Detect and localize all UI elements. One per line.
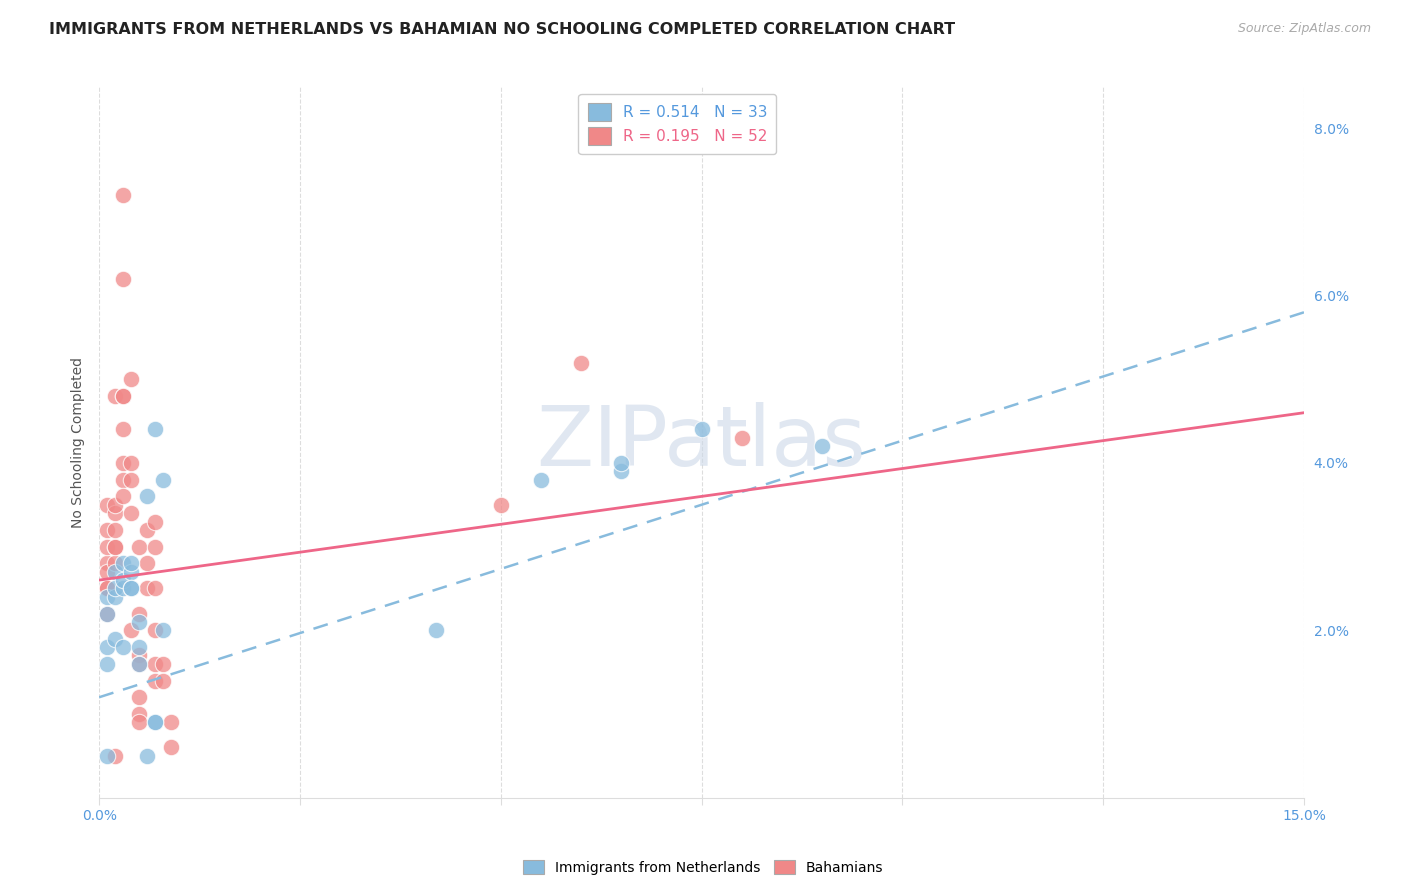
Point — [112, 422, 135, 436]
Point — [112, 456, 135, 470]
Point — [128, 540, 150, 554]
Point — [152, 624, 174, 638]
Point — [104, 590, 127, 604]
Point — [136, 490, 159, 504]
Point — [489, 498, 512, 512]
Point — [112, 272, 135, 286]
Legend: R = 0.514   N = 33, R = 0.195   N = 52: R = 0.514 N = 33, R = 0.195 N = 52 — [578, 94, 776, 153]
Point — [96, 640, 118, 654]
Point — [690, 422, 713, 436]
Point — [120, 624, 142, 638]
Point — [104, 523, 127, 537]
Point — [112, 473, 135, 487]
Point — [160, 715, 183, 730]
Point — [104, 498, 127, 512]
Point — [530, 473, 553, 487]
Point — [112, 389, 135, 403]
Point — [120, 582, 142, 596]
Point — [96, 498, 118, 512]
Point — [136, 582, 159, 596]
Point — [610, 464, 633, 478]
Y-axis label: No Schooling Completed: No Schooling Completed — [72, 357, 86, 527]
Legend: Immigrants from Netherlands, Bahamians: Immigrants from Netherlands, Bahamians — [517, 855, 889, 880]
Point — [96, 748, 118, 763]
Point — [143, 715, 166, 730]
Point — [128, 657, 150, 671]
Point — [112, 188, 135, 202]
Point — [143, 582, 166, 596]
Point — [731, 431, 754, 445]
Point — [96, 607, 118, 621]
Point — [128, 607, 150, 621]
Point — [143, 715, 166, 730]
Point — [112, 582, 135, 596]
Point — [120, 557, 142, 571]
Point — [96, 523, 118, 537]
Point — [128, 715, 150, 730]
Point — [143, 422, 166, 436]
Point — [143, 624, 166, 638]
Point — [104, 557, 127, 571]
Point — [143, 673, 166, 688]
Point — [112, 389, 135, 403]
Point — [120, 473, 142, 487]
Point — [104, 506, 127, 520]
Point — [143, 515, 166, 529]
Point — [112, 573, 135, 587]
Text: Source: ZipAtlas.com: Source: ZipAtlas.com — [1237, 22, 1371, 36]
Point — [128, 657, 150, 671]
Point — [160, 740, 183, 755]
Point — [425, 624, 447, 638]
Point — [610, 456, 633, 470]
Point — [104, 582, 127, 596]
Point — [120, 372, 142, 386]
Point — [143, 540, 166, 554]
Point — [128, 615, 150, 629]
Point — [128, 706, 150, 721]
Point — [104, 540, 127, 554]
Point — [112, 490, 135, 504]
Point — [112, 557, 135, 571]
Point — [96, 657, 118, 671]
Point — [120, 506, 142, 520]
Point — [569, 355, 592, 369]
Point — [96, 582, 118, 596]
Point — [104, 389, 127, 403]
Point — [96, 557, 118, 571]
Point — [96, 590, 118, 604]
Text: ZIPatlas: ZIPatlas — [537, 401, 866, 483]
Point — [152, 473, 174, 487]
Point — [128, 640, 150, 654]
Point — [136, 523, 159, 537]
Point — [143, 657, 166, 671]
Point — [96, 540, 118, 554]
Point — [152, 673, 174, 688]
Point — [96, 582, 118, 596]
Point — [112, 640, 135, 654]
Point — [104, 748, 127, 763]
Point — [128, 648, 150, 663]
Point — [136, 748, 159, 763]
Point — [104, 540, 127, 554]
Point — [104, 632, 127, 646]
Point — [128, 690, 150, 705]
Point — [104, 565, 127, 579]
Point — [152, 657, 174, 671]
Point — [811, 439, 834, 453]
Point — [120, 456, 142, 470]
Point — [120, 582, 142, 596]
Point — [136, 557, 159, 571]
Point — [96, 607, 118, 621]
Point — [96, 565, 118, 579]
Text: IMMIGRANTS FROM NETHERLANDS VS BAHAMIAN NO SCHOOLING COMPLETED CORRELATION CHART: IMMIGRANTS FROM NETHERLANDS VS BAHAMIAN … — [49, 22, 955, 37]
Point — [120, 565, 142, 579]
